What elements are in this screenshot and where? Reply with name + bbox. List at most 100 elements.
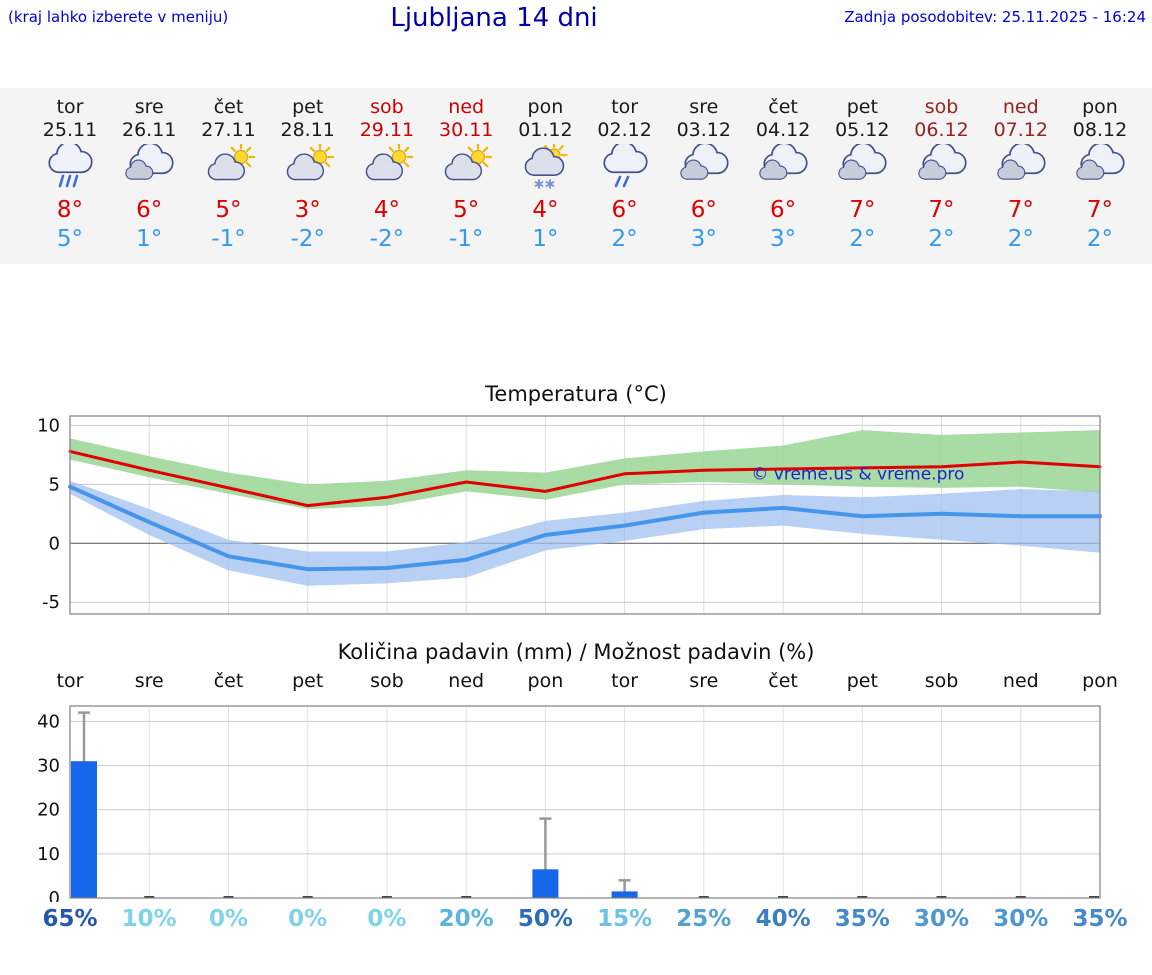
day-date: 08.12	[1072, 119, 1128, 141]
precip-probability: 30%	[913, 906, 970, 932]
weather-icon-cloudy	[820, 142, 904, 194]
weather-icon-partly-snow	[503, 141, 587, 194]
svg-text:0: 0	[49, 533, 60, 554]
day-column[interactable]: ned 30.11 5° -1°	[424, 96, 508, 253]
day-date: 25.11	[42, 119, 98, 141]
precip-day-label: ned	[448, 670, 485, 692]
precip-day-labels-row: tor sre čet pet sob ned pon tor sre čet pet sob ned p…	[0, 670, 1152, 698]
weather-icon-cloudy	[900, 142, 984, 194]
high-temp: 7°	[1007, 197, 1034, 223]
day-date: 30.11	[438, 119, 494, 141]
day-column[interactable]: sre 03.12 6° 3°	[662, 96, 746, 253]
svg-text:© vreme.us & vreme.pro: © vreme.us & vreme.pro	[751, 465, 964, 485]
weather-icon-rain	[28, 141, 112, 194]
low-temp: 3°	[690, 226, 717, 252]
svg-text:40: 40	[37, 711, 60, 732]
low-temp: -1°	[211, 226, 246, 252]
day-column[interactable]: pet 28.11 3° -2°	[266, 96, 350, 253]
precip-day-label: pon	[527, 670, 564, 692]
weather-icon-cloudy	[1058, 142, 1142, 194]
day-name: ned	[1002, 96, 1039, 118]
precip-day-label: sre	[134, 670, 164, 692]
precip-probability: 30%	[993, 906, 1049, 932]
high-temp: 7°	[849, 197, 876, 223]
precip-day-label: sre	[689, 670, 719, 692]
temperature-chart: 10 5 0 -5 © vreme.us & vreme.pro	[0, 410, 1152, 622]
precip-day-label: pet	[292, 670, 324, 692]
weather-icon-partly-sunny	[266, 142, 350, 194]
precip-day-label: pon	[1082, 670, 1118, 692]
temperature-section: Temperatura (°C) 10 5 0 -5 © vreme.us & vrem…	[0, 382, 1152, 622]
svg-text:20: 20	[37, 800, 60, 821]
page-title: Ljubljana 14 dni	[390, 3, 598, 33]
low-temp: -1°	[448, 226, 484, 252]
weather-icon-rain-light	[583, 141, 667, 194]
day-column[interactable]: ned 07.12 7° 2°	[979, 96, 1063, 253]
header-bar: (kraj lahko izberete v meniju) Ljubljana…	[0, 0, 1152, 42]
day-name: sre	[689, 96, 719, 118]
day-name: čet	[213, 96, 244, 118]
high-temp: 6°	[611, 197, 638, 223]
day-date: 26.11	[121, 119, 177, 141]
high-temp: 8°	[56, 197, 84, 223]
precip-probabilities-row: 65% 10% 0% 0% 0% 20% 50% 15% 25% 40% 35% 30% 30% 35%	[0, 906, 1152, 940]
precipitation-section: Količina padavin (mm) / Možnost padavin …	[0, 640, 1152, 940]
day-date: 06.12	[914, 119, 969, 141]
precipitation-chart: 0 10 20 30 40	[0, 702, 1152, 909]
day-name: pet	[846, 96, 878, 118]
high-temp: 6°	[690, 197, 717, 223]
day-name: sob	[370, 96, 404, 118]
day-date: 27.11	[201, 119, 256, 141]
precip-day-label: pet	[846, 670, 878, 692]
high-temp: 3°	[294, 197, 321, 223]
day-column[interactable]: pet 05.12 7° 2°	[820, 96, 904, 253]
day-name: tor	[611, 96, 639, 118]
high-temp: 4°	[532, 197, 559, 223]
weather-icon-cloudy	[741, 142, 825, 194]
low-temp: 5°	[56, 226, 84, 252]
day-column[interactable]: pon 01.12 4° 1°	[503, 96, 587, 253]
day-date: 28.11	[280, 119, 335, 141]
day-column[interactable]: tor 25.11 8° 5°	[28, 96, 112, 253]
day-date: 29.11	[359, 119, 415, 141]
precip-day-label: sob	[924, 670, 959, 692]
day-name: tor	[56, 96, 84, 118]
precip-chart-title: Količina padavin (mm) / Možnost padavin …	[337, 640, 815, 664]
low-temp: 2°	[1007, 226, 1034, 252]
day-date: 05.12	[835, 119, 890, 141]
day-column[interactable]: čet 04.12 6° 3°	[741, 96, 825, 253]
weather-icon-partly-sunny	[345, 142, 429, 194]
day-name: sob	[924, 96, 959, 118]
day-column[interactable]: čet 27.11 5° -1°	[187, 96, 271, 253]
svg-text:-5: -5	[42, 592, 60, 613]
day-name: čet	[768, 96, 798, 118]
svg-text:10: 10	[37, 844, 60, 865]
weather-forecast-page: (kraj lahko izberete v meniju) Ljubljana…	[0, 0, 1152, 940]
last-updated: Zadnja posodobitev: 25.11.2025 - 16:24	[844, 8, 1146, 26]
day-name: pon	[1082, 96, 1118, 118]
high-temp: 6°	[770, 197, 797, 223]
day-column[interactable]: pon 08.12 7° 2°	[1058, 96, 1142, 253]
low-temp: -2°	[290, 226, 325, 252]
precip-day-label: čet	[768, 670, 798, 692]
high-temp: 5°	[453, 197, 480, 223]
low-temp: 2°	[611, 226, 638, 252]
temperature-chart-title: Temperatura (°C)	[485, 382, 667, 406]
high-temp: 6°	[136, 197, 163, 223]
day-column[interactable]: sob 06.12 7° 2°	[900, 96, 984, 253]
high-temp: 7°	[1086, 197, 1114, 223]
precip-day-label: sob	[370, 670, 404, 692]
svg-text:10: 10	[37, 415, 60, 436]
day-name: pon	[527, 96, 564, 118]
day-column[interactable]: tor 02.12 6° 2°	[583, 96, 667, 253]
high-temp: 4°	[373, 197, 400, 223]
day-date: 04.12	[755, 119, 811, 141]
day-date: 02.12	[597, 119, 652, 141]
day-column[interactable]: sre 26.11 6° 1°	[107, 96, 191, 253]
day-column[interactable]: sob 29.11 4° -2°	[345, 96, 429, 253]
day-name: sre	[134, 96, 164, 118]
precip-day-label: tor	[56, 670, 84, 692]
low-temp: 1°	[532, 226, 559, 252]
weather-icon-partly-sunny	[424, 142, 508, 194]
precip-probability: 0%	[288, 906, 328, 932]
